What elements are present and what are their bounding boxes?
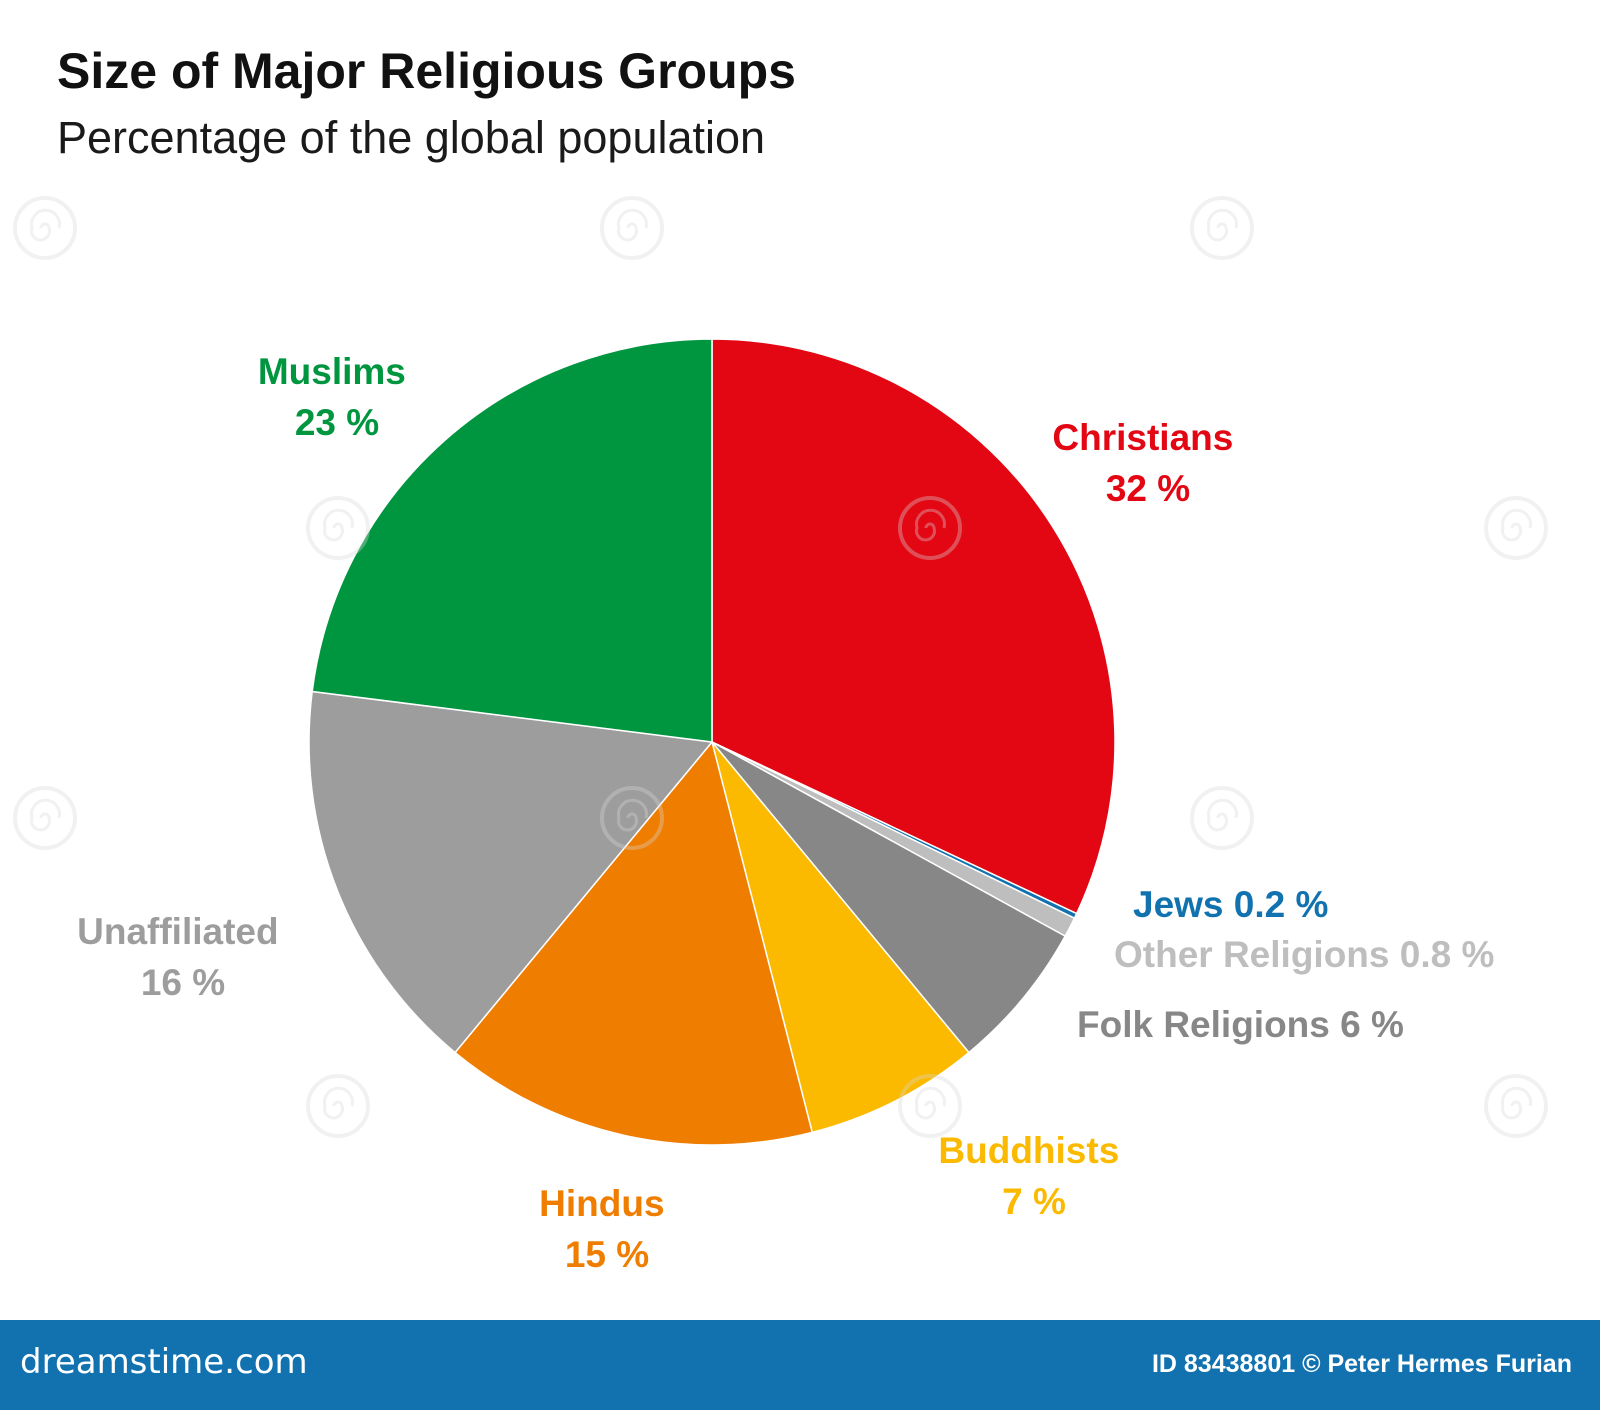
pie-slice-christians [711, 338, 1116, 915]
pie-slice-hindus [454, 741, 813, 1146]
label-other-religions: Other Religions 0.8 % [1114, 934, 1494, 975]
pie-slices [308, 338, 1116, 1146]
label-folk-religions: Folk Religions 6 % [1077, 1004, 1404, 1045]
label-hindus: Hindus 15 % [539, 1183, 675, 1275]
watermark-logo-icon [13, 196, 77, 260]
pie-slice-unaffiliated [308, 690, 713, 1054]
pie-slice-folk-religions [711, 741, 1066, 1054]
pie-chart: Christians 32 % Jews 0.2 % Other Religio… [13, 196, 1548, 1275]
watermark-logo-icon [1190, 786, 1254, 850]
footer-brand: dreamstime.com [20, 1342, 308, 1382]
label-jews: Jews 0.2 % [1133, 884, 1328, 925]
footer-bar: dreamstime.com ID 83438801 © Peter Herme… [0, 1320, 1600, 1410]
watermark-logo-icon [600, 786, 664, 850]
watermark-logo-icon [600, 196, 664, 260]
label-christians: Christians 32 % [1052, 417, 1243, 509]
label-unaffiliated: Unaffiliated 16 % [77, 911, 289, 1003]
watermarks [13, 196, 1548, 1138]
pie-slice-buddhists [711, 741, 970, 1134]
watermark-logo-icon [306, 496, 370, 560]
footer-credit: ID 83438801 © Peter Hermes Furian [1151, 1350, 1572, 1378]
chart-title: Size of Major Religious Groups [57, 43, 796, 99]
label-buddhists: Buddhists 7 % [938, 1130, 1129, 1222]
watermark-logo-icon [1484, 496, 1548, 560]
watermark-logo-icon [13, 786, 77, 850]
label-muslims: Muslims 23 % [258, 351, 416, 443]
watermark-logo-icon [898, 496, 962, 560]
slice-labels: Christians 32 % Jews 0.2 % Other Religio… [77, 351, 1494, 1275]
watermark-logo-icon [1484, 1074, 1548, 1138]
watermark-logo-icon [1190, 196, 1254, 260]
pie-slice-muslims [311, 338, 713, 743]
watermark-logo-icon [306, 1074, 370, 1138]
chart-subtitle: Percentage of the global population [57, 112, 766, 163]
watermark-logo-icon [898, 1074, 962, 1138]
